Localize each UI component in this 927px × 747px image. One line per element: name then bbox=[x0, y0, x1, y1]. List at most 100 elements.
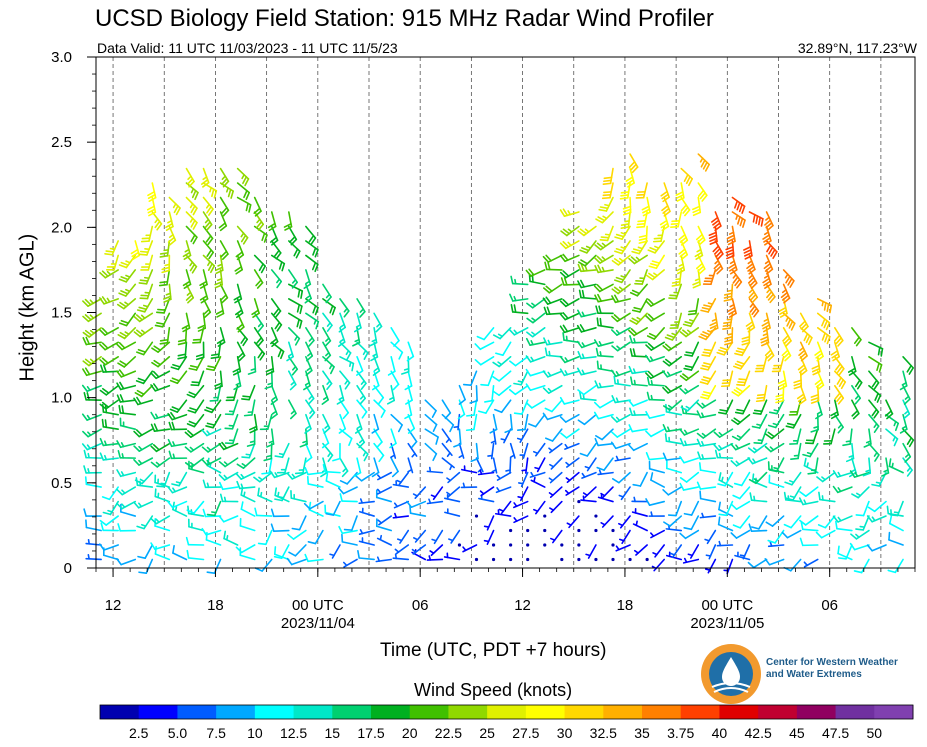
wind-barb bbox=[513, 515, 529, 524]
wind-barb bbox=[513, 370, 529, 386]
wind-barb bbox=[610, 369, 631, 378]
wind-barb bbox=[218, 457, 239, 468]
wind-barb bbox=[288, 544, 307, 557]
wind-barb bbox=[675, 182, 685, 202]
wind-barb bbox=[625, 167, 635, 188]
wind-barb bbox=[253, 269, 264, 289]
wind-barb bbox=[577, 309, 597, 318]
wind-barb bbox=[283, 211, 293, 231]
wind-barb bbox=[118, 269, 137, 283]
wind-barb bbox=[138, 558, 154, 575]
wind-barb bbox=[137, 544, 154, 559]
wind-barb bbox=[666, 460, 683, 474]
wind-barb bbox=[169, 399, 188, 413]
wind-barb bbox=[274, 442, 290, 459]
wind-barb bbox=[662, 355, 683, 367]
wind-barb bbox=[236, 225, 249, 245]
wind-barb bbox=[713, 254, 724, 275]
wind-barb bbox=[83, 449, 102, 459]
wind-barb bbox=[518, 471, 529, 488]
wind-barb bbox=[286, 557, 307, 566]
wind-barb bbox=[581, 471, 597, 479]
wind-barb bbox=[834, 413, 844, 434]
wind-barb bbox=[205, 355, 222, 372]
wind-barb bbox=[133, 428, 154, 438]
wind-barb bbox=[476, 327, 495, 341]
wind-barb bbox=[377, 471, 392, 481]
wind-barb bbox=[533, 500, 546, 515]
wind-barb bbox=[810, 384, 820, 404]
wind-barb bbox=[542, 370, 563, 378]
wind-barb bbox=[273, 544, 290, 560]
wind-barb bbox=[495, 486, 512, 494]
wind-barb bbox=[154, 312, 171, 328]
wind-barb bbox=[708, 225, 718, 245]
wind-barb bbox=[793, 370, 803, 390]
wind-barb bbox=[713, 428, 734, 438]
wind-barb bbox=[614, 455, 631, 462]
wind-barb bbox=[782, 269, 795, 288]
wind-barb bbox=[580, 495, 597, 503]
wind-barb bbox=[767, 413, 785, 429]
wind-barb bbox=[329, 544, 341, 559]
wind-barb bbox=[85, 554, 102, 561]
wind-barb bbox=[577, 384, 597, 396]
wind-barb bbox=[764, 558, 785, 566]
wind-barb bbox=[611, 543, 615, 547]
wind-barb bbox=[887, 558, 904, 574]
wind-barb bbox=[899, 413, 908, 434]
wind-barb bbox=[618, 515, 631, 529]
wind-barb bbox=[216, 327, 226, 347]
colorbar: 2.5 5.0 7.5 10 12.5 15 17.5 20 22.5 25 27.5 30 32.5 3… bbox=[99, 704, 914, 741]
wind-barb bbox=[201, 527, 222, 536]
wind-barb bbox=[390, 370, 400, 391]
wind-barb bbox=[679, 428, 700, 436]
wind-barb bbox=[286, 341, 294, 362]
wind-barb bbox=[631, 496, 648, 503]
wind-barb bbox=[184, 428, 205, 439]
wind-barb bbox=[339, 370, 351, 390]
wind-barb bbox=[161, 254, 171, 274]
wind-barb bbox=[479, 486, 495, 497]
wind-barb bbox=[542, 254, 563, 263]
wind-barb bbox=[150, 542, 171, 551]
wind-barb bbox=[662, 424, 683, 433]
wind-barb bbox=[763, 254, 774, 275]
wind-barb bbox=[192, 327, 205, 344]
wind-barb bbox=[822, 428, 836, 445]
wind-barb bbox=[564, 486, 580, 496]
wind-barb bbox=[322, 327, 332, 347]
wind-barb bbox=[219, 240, 229, 261]
wind-barb bbox=[559, 298, 580, 308]
wind-barb bbox=[167, 486, 188, 494]
wind-barb bbox=[205, 413, 222, 429]
x-tick-sublabel: 2023/11/04 bbox=[281, 615, 355, 632]
wind-barb bbox=[814, 341, 824, 362]
wind-barb bbox=[777, 370, 788, 391]
wind-barb bbox=[82, 428, 102, 438]
wind-barb bbox=[683, 355, 700, 371]
wind-barb bbox=[495, 341, 512, 356]
wind-barb bbox=[288, 399, 297, 420]
wind-barb bbox=[206, 457, 222, 474]
wind-barb bbox=[797, 355, 808, 376]
wind-barb bbox=[443, 494, 461, 503]
wind-barb bbox=[480, 370, 495, 387]
x-tick-label: 06 bbox=[821, 597, 838, 614]
wind-barb bbox=[99, 269, 119, 279]
wind-barb bbox=[611, 557, 615, 562]
wind-barb bbox=[81, 413, 102, 421]
wind-barb bbox=[628, 365, 648, 375]
wind-barb bbox=[585, 544, 597, 559]
wind-barb bbox=[356, 355, 364, 376]
wind-barb bbox=[628, 557, 632, 562]
wind-barb bbox=[732, 515, 751, 529]
wind-barb bbox=[679, 455, 700, 464]
wind-barb bbox=[594, 240, 614, 251]
wind-barb bbox=[687, 298, 700, 316]
wind-barb bbox=[696, 410, 717, 419]
wind-barb bbox=[661, 196, 671, 217]
wind-barb bbox=[845, 442, 855, 463]
wind-barb bbox=[645, 354, 665, 363]
